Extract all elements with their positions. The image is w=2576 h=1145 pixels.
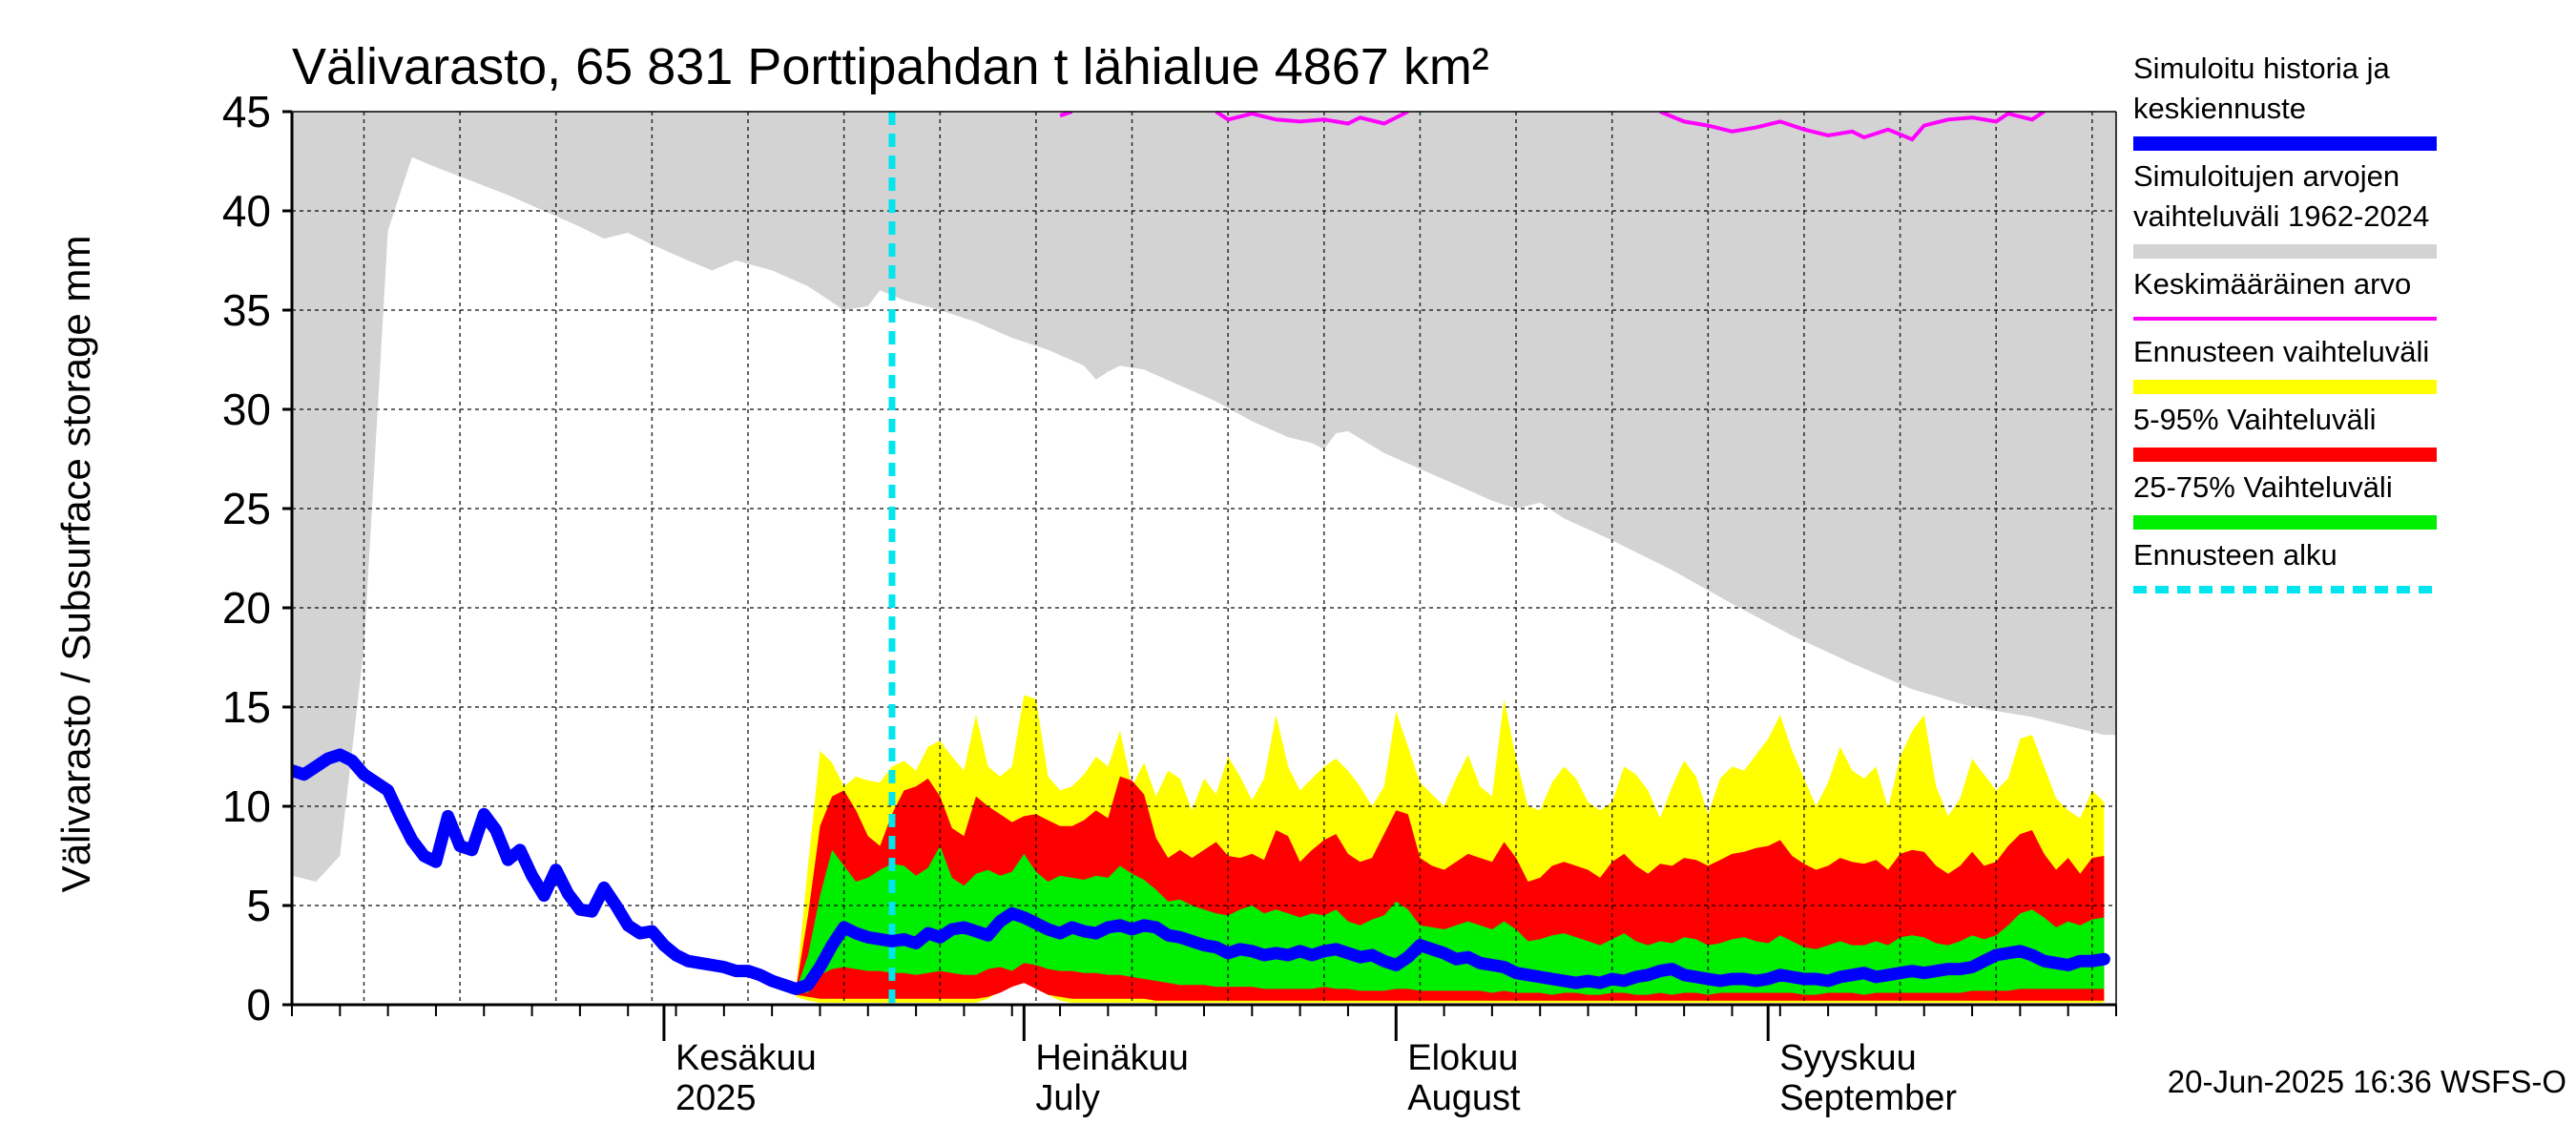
simulated-series-line	[292, 748, 2110, 995]
plot-area	[292, 112, 2116, 1005]
footer-timestamp: 20-Jun-2025 16:36 WSFS-O	[2168, 1064, 2566, 1099]
month-label-en: August	[1407, 1078, 1521, 1118]
y-tick-label: 10	[222, 781, 271, 831]
mean-line	[1659, 112, 2046, 142]
y-tick-label: 30	[222, 385, 271, 434]
legend: Simuloitu historia ja keskiennuste Simuloi…	[2133, 52, 2437, 593]
legend-swatch	[2133, 136, 2437, 151]
mean-line	[1215, 112, 1409, 126]
legend-label: 25-75% Vaihteluväli	[2133, 470, 2393, 504]
y-tick-label: 0	[246, 980, 271, 1030]
p25-75-band	[796, 845, 2105, 995]
y-tick-label: 20	[222, 583, 271, 633]
axes: 051015202530354045Kesäkuu2025HeinäkuuJul…	[222, 87, 2117, 1118]
month-label-en: 2025	[675, 1078, 757, 1118]
month-label-en: September	[1779, 1078, 1957, 1118]
legend-swatch	[2133, 515, 2437, 530]
chart-title: Välivarasto, 65 831 Porttipahdan t lähia…	[292, 38, 1489, 95]
legend-label: Simuloitu historia ja	[2133, 52, 2391, 85]
month-label-fi: Heinäkuu	[1035, 1038, 1189, 1078]
legend-label: Ennusteen alku	[2133, 538, 2337, 572]
legend-label: 5-95% Vaihteluväli	[2133, 403, 2376, 436]
legend-swatch	[2133, 448, 2437, 462]
y-tick-label: 15	[222, 682, 271, 732]
legend-swatch	[2133, 244, 2437, 259]
legend-label: vaihteluväli 1962-2024	[2133, 199, 2429, 233]
month-label-fi: Syyskuu	[1779, 1038, 1917, 1078]
month-label-fi: Kesäkuu	[675, 1038, 817, 1078]
y-tick-label: 5	[246, 881, 271, 930]
legend-label: Simuloitujen arvojen	[2133, 159, 2399, 193]
y-tick-label: 45	[222, 87, 271, 136]
legend-label: keskiennuste	[2133, 92, 2306, 125]
legend-label: Keskimääräinen arvo	[2133, 267, 2411, 301]
y-tick-label: 25	[222, 484, 271, 533]
y-tick-label: 35	[222, 285, 271, 335]
y-axis-label: Välivarasto / Subsurface storage mm	[53, 236, 98, 893]
month-label-fi: Elokuu	[1407, 1038, 1518, 1078]
legend-swatch	[2133, 380, 2437, 394]
y-tick-label: 40	[222, 186, 271, 236]
legend-label: Ennusteen vaihteluväli	[2133, 335, 2429, 368]
historical-range-area	[292, 112, 2116, 882]
month-label-en: July	[1035, 1078, 1100, 1118]
